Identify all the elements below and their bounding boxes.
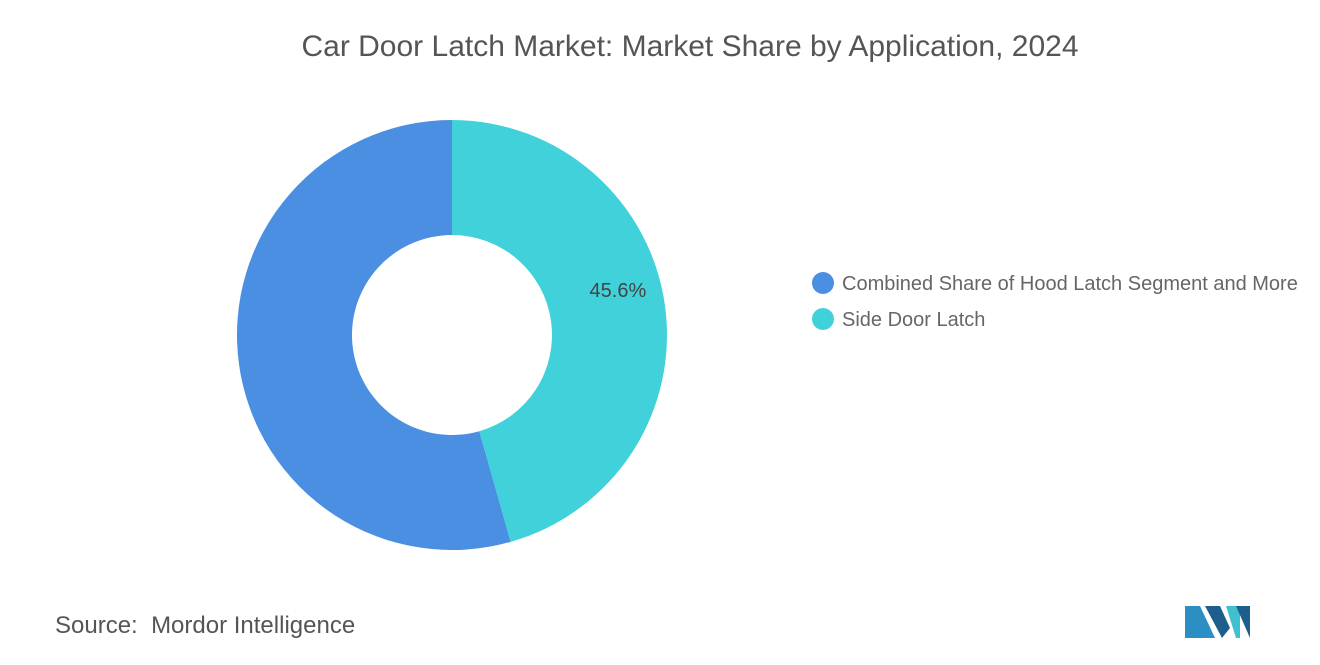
legend-label: Side Door Latch bbox=[842, 309, 986, 331]
source-text: Mordor Intelligence bbox=[151, 612, 356, 639]
legend-item: Side Door Latch bbox=[812, 306, 1312, 334]
data-label: 45.6% bbox=[590, 280, 647, 302]
legend-marker bbox=[812, 272, 834, 294]
chart-title: Car Door Latch Market: Market Share by A… bbox=[301, 30, 1078, 63]
legend-label: Combined Share of Hood Latch Segment and… bbox=[842, 273, 1298, 295]
source-label: Source: bbox=[55, 612, 138, 639]
donut-slice bbox=[236, 120, 511, 551]
source: Source: Mordor Intelligence bbox=[55, 612, 355, 640]
legend-marker bbox=[812, 308, 834, 330]
legend: Combined Share of Hood Latch Segment and… bbox=[812, 270, 1312, 342]
logo bbox=[1185, 606, 1250, 638]
donut-slice bbox=[452, 120, 667, 542]
legend-item: Combined Share of Hood Latch Segment and… bbox=[812, 270, 1312, 298]
